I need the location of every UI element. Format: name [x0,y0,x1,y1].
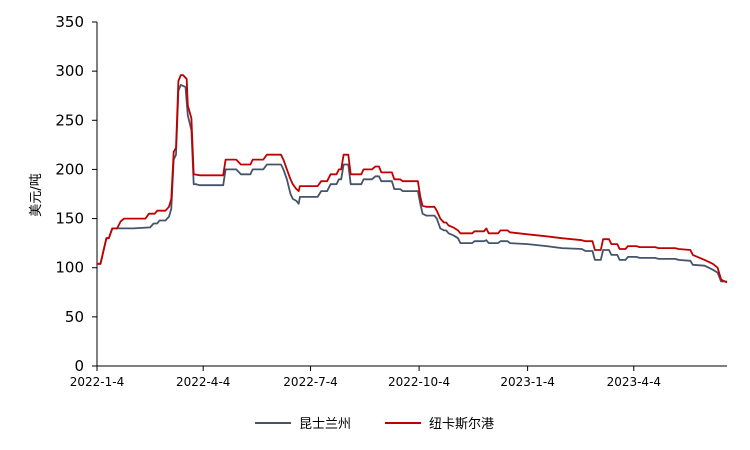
y-tick-label: 50 [65,308,84,326]
y-tick-label: 150 [55,210,84,228]
x-tick-label: 2022-10-4 [388,375,450,389]
y-tick-label: 300 [55,62,84,80]
y-axis-title: 美元/吨 [29,173,44,216]
y-tick-label: 100 [55,259,84,277]
legend: 昆士兰州 纽卡斯尔港 [255,417,494,432]
x-ticks: 2022-1-4 2022-4-4 2022-7-4 2022-10-4 2023-1-… [70,366,661,389]
x-tick-label: 2023-4-4 [607,375,661,389]
x-tick-label: 2023-1-4 [500,375,554,389]
y-tick-label: 350 [55,13,84,31]
x-tick-label: 2022-1-4 [70,375,124,389]
legend-label-qld: 昆士兰州 [299,417,351,432]
series-layer [97,74,728,284]
legend-label-newcastle: 纽卡斯尔港 [429,417,494,432]
series-line-newcastle [97,74,728,284]
x-tick-label: 2022-4-4 [176,375,230,389]
axes [96,22,727,367]
y-tick-label: 200 [55,160,84,178]
y-tick-label: 0 [74,357,84,375]
x-tick-label: 2022-7-4 [283,375,337,389]
series-line-qld [97,84,727,283]
y-tick-label: 250 [55,111,84,129]
y-ticks: 0 50 100 150 200 250 300 350 [55,13,97,375]
